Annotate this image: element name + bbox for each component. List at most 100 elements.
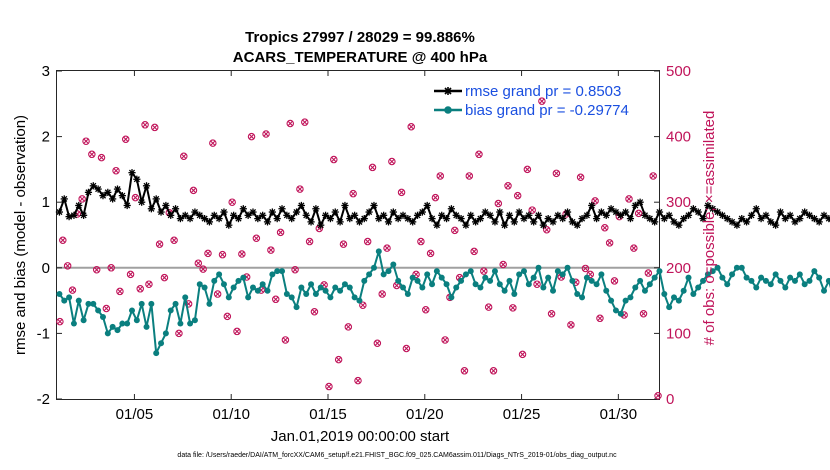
- bias-point: [729, 271, 736, 278]
- rmse-point: [128, 169, 136, 177]
- obs-count-point: [344, 323, 353, 331]
- obs-count-point: [252, 234, 261, 243]
- obs-count-point: [228, 198, 236, 206]
- bias-point: [738, 264, 745, 271]
- bias-point: [225, 294, 232, 301]
- rmse-series: [55, 169, 830, 229]
- x-tick-label: 01/15: [309, 406, 347, 423]
- bias-point: [482, 274, 489, 281]
- legend: rmse grand pr = 0.8503 bias grand pr = -…: [434, 83, 629, 119]
- bias-point: [220, 281, 227, 288]
- rmse-point: [738, 215, 746, 223]
- obs-count-point: [151, 123, 159, 132]
- bias-point: [95, 307, 102, 314]
- rmse-point: [355, 218, 364, 226]
- rmse-point: [699, 215, 707, 223]
- legend-rmse-marker: [444, 87, 452, 95]
- bias-point: [733, 264, 740, 271]
- bias-point: [564, 264, 571, 271]
- bias-point: [506, 277, 513, 284]
- bias-point: [671, 294, 678, 301]
- obs-count-point: [605, 239, 614, 247]
- bias-point: [583, 274, 590, 281]
- obs-count-point: [131, 193, 140, 202]
- bias-point: [700, 277, 707, 284]
- obs-count-point: [397, 188, 406, 197]
- obs-count-point: [59, 236, 67, 244]
- rmse-point: [757, 215, 765, 223]
- obs-count-point: [639, 309, 648, 318]
- bias-point: [651, 274, 658, 281]
- rmse-point: [559, 215, 567, 223]
- rmse-point: [418, 208, 426, 216]
- x-tick-label: 01/30: [600, 406, 638, 423]
- bias-point: [448, 294, 455, 301]
- rmse-point: [733, 221, 741, 229]
- bias-point: [806, 277, 813, 284]
- rmse-point: [428, 215, 436, 223]
- obs-count-point: [136, 285, 144, 293]
- rmse-point: [665, 211, 673, 219]
- obs-count-point: [378, 290, 386, 298]
- rmse-point: [491, 218, 499, 226]
- rmse-point: [781, 215, 789, 223]
- bias-series: [56, 248, 830, 357]
- bias-point: [206, 300, 213, 307]
- obs-count-point: [363, 237, 372, 246]
- bias-point: [612, 307, 619, 314]
- bias-point: [419, 284, 426, 291]
- obs-count-point: [281, 336, 290, 344]
- bias-point: [240, 274, 247, 281]
- bias-point: [796, 271, 803, 278]
- bias-point: [714, 264, 721, 271]
- y2-tick-label: 500: [666, 63, 691, 80]
- bias-point: [143, 323, 150, 330]
- obs-count-point: [175, 329, 183, 338]
- axis-ticks: 01/05 01/10 01/15 01/20 01/25 01/30 -2 -1 0 1 2 3 0 1…: [37, 63, 691, 423]
- obs-count-point: [451, 226, 459, 235]
- rmse-point: [109, 195, 117, 203]
- obs-count-point: [63, 262, 72, 270]
- rmse-point: [641, 211, 649, 219]
- bias-point: [119, 320, 126, 327]
- rmse-point: [592, 215, 601, 223]
- rmse-point: [796, 215, 804, 223]
- obs-count-point: [223, 312, 232, 321]
- bias-point: [245, 294, 252, 301]
- obs-count-point: [78, 195, 86, 203]
- rmse-point: [230, 211, 238, 219]
- bias-point: [816, 274, 823, 281]
- rmse-point: [249, 208, 257, 216]
- obs-count-point: [247, 132, 256, 141]
- bias-point: [791, 277, 798, 284]
- bias-point: [298, 284, 305, 291]
- plot-area: [56, 70, 660, 400]
- bias-point: [724, 281, 731, 288]
- obs-count-point: [610, 277, 619, 285]
- obs-count-point: [209, 139, 217, 147]
- bias-point: [254, 287, 261, 294]
- obs-count-point: [388, 157, 396, 166]
- bias-point: [535, 264, 542, 271]
- rmse-point: [588, 201, 596, 210]
- rmse-point: [239, 205, 247, 213]
- rmse-point: [370, 201, 378, 210]
- obs-count-point: [523, 165, 532, 174]
- x-tick-label: 01/25: [503, 406, 541, 423]
- bias-point: [191, 317, 198, 324]
- rmse-point: [772, 221, 780, 229]
- bias-point: [491, 268, 498, 275]
- obs-count-point: [649, 172, 657, 180]
- obs-count-point: [407, 123, 415, 131]
- rmse-point: [297, 201, 305, 210]
- rmse-point: [636, 198, 644, 206]
- obs-count-point: [339, 240, 348, 248]
- obs-count-point: [528, 206, 536, 214]
- rmse-point: [660, 215, 668, 223]
- rmse-point: [631, 201, 639, 210]
- obs-count-point: [654, 391, 662, 400]
- rmse-point: [118, 192, 126, 200]
- rmse-point: [505, 211, 514, 219]
- obs-count-point: [634, 209, 643, 218]
- bias-point: [588, 277, 595, 284]
